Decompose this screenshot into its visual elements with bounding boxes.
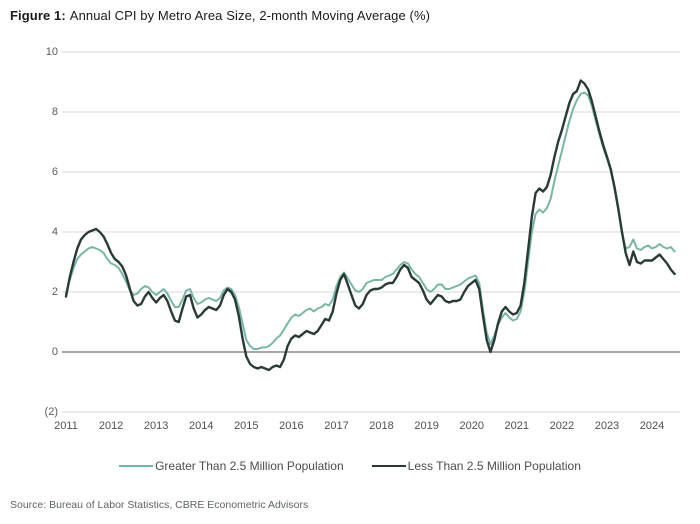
x-tick-label: 2022 [549,420,575,432]
y-tick-label: 8 [51,106,58,118]
legend-item-small-metro: Less Than 2.5 Million Population [371,459,581,473]
y-tick-label: (2) [44,406,58,418]
y-tick-label: 10 [45,46,58,58]
x-tick-label: 2015 [234,420,259,432]
x-tick-label: 2013 [143,420,169,432]
series-lines [64,79,676,372]
y-tick-label: 6 [51,166,58,178]
x-tick-label: 2020 [459,420,484,432]
series-line-large-metro [65,91,676,350]
legend-label-large-metro: Greater Than 2.5 Million Population [155,459,344,473]
figure-title-text: Annual CPI by Metro Area Size, 2-month M… [69,8,431,23]
legend-swatch-large-metro [119,465,154,467]
x-tick-label: 2014 [188,420,214,432]
x-tick-label: 2012 [98,420,124,432]
x-tick-label: 2024 [639,420,665,432]
series-line-small-metro [64,79,676,372]
figure-number-label: Figure 1: [10,8,66,23]
legend-label-small-metro: Less Than 2.5 Million Population [407,459,581,473]
x-tick-label: 2011 [54,420,78,432]
chart-legend: Greater Than 2.5 Million Population Less… [0,457,700,475]
gridlines [62,51,680,413]
y-tick-label: 2 [51,286,58,298]
x-tick-label: 2016 [279,420,304,432]
x-tick-label: 2019 [414,420,439,432]
legend-swatch-small-metro [371,465,406,467]
figure-title: Figure 1: Annual CPI by Metro Area Size, … [10,8,430,23]
x-tick-label: 2021 [504,420,530,432]
source-note: Source: Bureau of Labor Statistics, CBRE… [10,499,309,511]
legend-item-large-metro: Greater Than 2.5 Million Population [119,459,344,473]
x-tick-label: 2023 [594,420,620,432]
x-tick-label: 2018 [369,420,394,432]
x-tick-label: 2017 [324,420,349,432]
y-tick-label: 4 [51,226,58,238]
y-tick-label: 0 [51,346,58,358]
